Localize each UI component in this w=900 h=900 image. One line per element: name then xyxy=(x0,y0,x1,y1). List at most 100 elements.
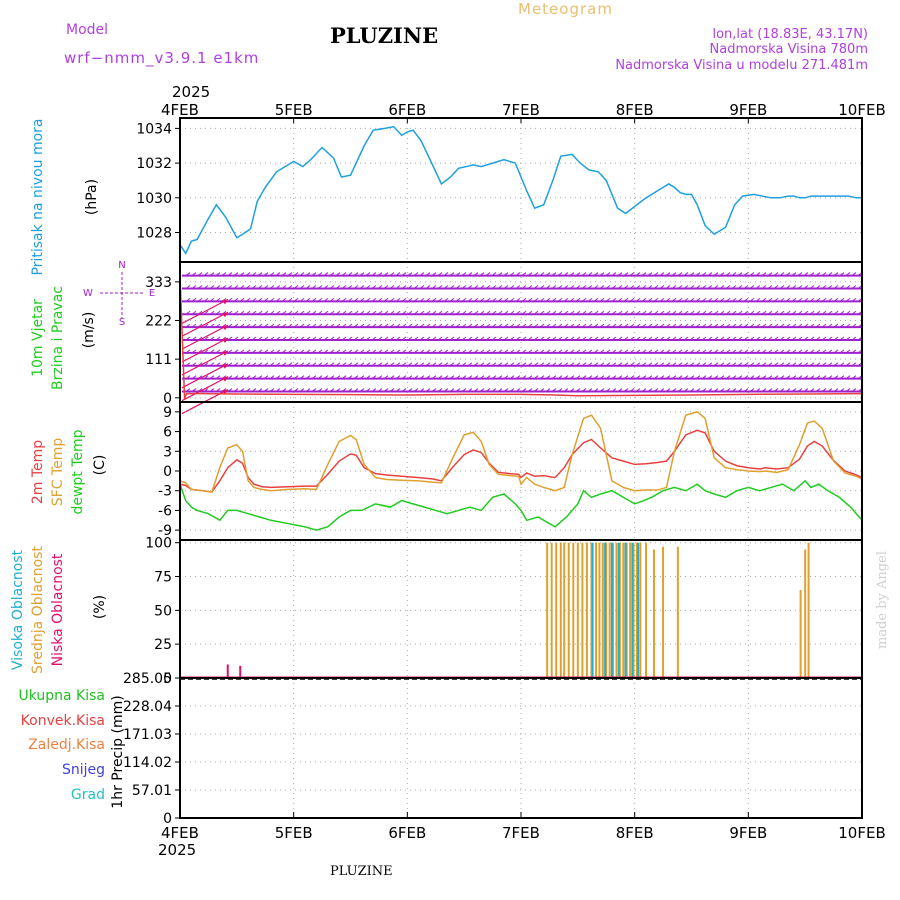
wind-barb xyxy=(359,362,365,367)
wind-barb xyxy=(401,285,407,289)
wind-barb xyxy=(617,272,623,276)
wind-barb xyxy=(209,388,215,392)
wind-barb xyxy=(455,349,461,354)
wind-barb xyxy=(533,388,539,392)
wind-barb xyxy=(431,323,437,328)
wind-barb xyxy=(617,310,623,315)
wind-barb xyxy=(407,323,413,328)
wind-barb xyxy=(269,310,275,315)
wind-barb xyxy=(677,310,683,315)
wind-barb xyxy=(269,336,275,341)
wind-barb xyxy=(479,336,485,341)
wind-barb xyxy=(725,323,731,328)
wind-barb xyxy=(659,285,665,289)
wind-barb xyxy=(617,285,623,289)
wind-barb xyxy=(461,388,467,392)
wind-barb xyxy=(389,285,395,289)
wind-barb xyxy=(575,310,581,315)
wind-barb xyxy=(509,349,515,354)
wind-barb xyxy=(215,272,221,276)
wind-barb xyxy=(587,336,593,341)
wind-barb xyxy=(821,297,827,302)
wind-barb xyxy=(389,310,395,315)
wind-barb xyxy=(827,285,833,289)
wind-barb xyxy=(419,336,425,341)
wind-barb xyxy=(305,362,311,367)
wind-barb xyxy=(731,272,737,276)
wind-barb xyxy=(533,297,539,302)
wind-barb xyxy=(389,323,395,328)
wind-barb xyxy=(839,336,845,341)
wind-barb xyxy=(335,272,341,276)
wind-barb xyxy=(755,272,761,276)
wind-barb xyxy=(287,272,293,276)
wind-barb xyxy=(725,388,731,392)
wind-barb xyxy=(473,310,479,315)
y-tick-label: 75 xyxy=(154,570,172,586)
wind-barb xyxy=(251,285,257,289)
wind-barb xyxy=(665,323,671,328)
cloud-label-low: Niska Oblacnost xyxy=(50,553,66,666)
wind-barb xyxy=(455,362,461,367)
wind-barb xyxy=(329,388,335,392)
wind-barb xyxy=(827,310,833,315)
wind-barb xyxy=(629,323,635,328)
station-title: PLUZINE xyxy=(330,23,438,48)
wind-barb xyxy=(569,272,575,276)
wind-barb xyxy=(845,336,851,341)
wind-barb xyxy=(473,388,479,392)
wind-barb xyxy=(377,272,383,276)
wind-barb xyxy=(497,388,503,392)
wind-barb xyxy=(557,272,563,276)
wind-barb xyxy=(239,388,245,392)
wind-barb xyxy=(509,285,515,289)
wind-barb xyxy=(407,375,413,380)
wind-barb xyxy=(755,362,761,367)
wind-barb xyxy=(395,285,401,289)
wind-barb xyxy=(359,297,365,302)
wind-barb xyxy=(527,323,533,328)
wind-barb xyxy=(587,297,593,302)
wind-barb xyxy=(557,388,563,392)
wind-barb xyxy=(617,388,623,392)
wind-barb xyxy=(479,362,485,367)
wind-barb xyxy=(461,375,467,380)
wind-barb xyxy=(281,349,287,354)
wind-barb xyxy=(185,272,191,276)
y-tick-label: 100 xyxy=(145,536,172,552)
wind-barb xyxy=(785,272,791,276)
wind-barb xyxy=(635,297,641,302)
wind-barb xyxy=(383,310,389,315)
wind-barb xyxy=(401,310,407,315)
wind-barb xyxy=(335,388,341,392)
wind-barb xyxy=(437,297,443,302)
wind-barb xyxy=(503,388,509,392)
wind-barb xyxy=(263,310,269,315)
wind-barb xyxy=(725,349,731,354)
y-tick-label: 50 xyxy=(154,603,172,619)
wind-barb xyxy=(713,375,719,380)
wind-barb xyxy=(419,323,425,328)
wind-barb xyxy=(755,388,761,392)
wind-barb xyxy=(539,323,545,328)
wind-barb xyxy=(599,323,605,328)
wind-barb xyxy=(605,310,611,315)
model-label: Model xyxy=(66,22,108,38)
wind-barb xyxy=(701,336,707,341)
wind-barb xyxy=(809,310,815,315)
wind-barb xyxy=(809,297,815,302)
wind-barb xyxy=(287,336,293,341)
wind-barb xyxy=(611,323,617,328)
y-tick-label: 1028 xyxy=(136,226,172,242)
series-sfc-temp xyxy=(179,411,863,493)
wind-barb xyxy=(623,310,629,315)
wind-barb xyxy=(443,336,449,341)
wind-barb xyxy=(761,375,767,380)
wind-barb xyxy=(323,323,329,328)
wind-barb xyxy=(275,362,281,367)
wind-barb xyxy=(845,297,851,302)
wind-barb xyxy=(353,349,359,354)
wind-barb xyxy=(821,349,827,354)
wind-barb xyxy=(437,362,443,367)
wind-barb xyxy=(335,362,341,367)
